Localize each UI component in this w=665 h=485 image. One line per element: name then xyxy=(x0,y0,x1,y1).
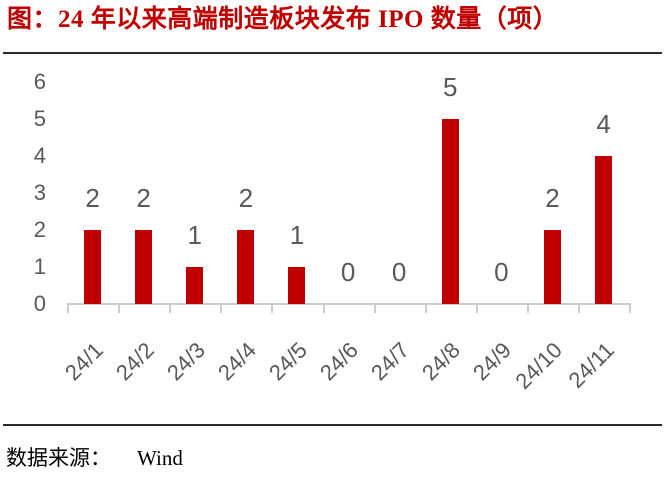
bar-value-label: 2 xyxy=(545,183,560,213)
bar-value-label: 2 xyxy=(136,183,151,213)
bar-24/5 xyxy=(288,267,306,304)
bar-value-label: 2 xyxy=(85,183,100,213)
data-source: 数据来源： Wind xyxy=(6,444,183,472)
y-axis-tick-label: 1 xyxy=(33,254,46,279)
x-axis-tick-mark xyxy=(67,304,69,313)
x-axis-tick-mark xyxy=(271,304,274,313)
x-axis-tick-mark xyxy=(322,304,325,313)
bar-value-label: 1 xyxy=(187,220,202,250)
data-source-value: Wind xyxy=(137,446,183,470)
x-axis-tick-mark xyxy=(220,304,223,313)
x-axis-tick-mark xyxy=(424,304,427,313)
bar-24/4 xyxy=(237,230,255,304)
bar-24/11 xyxy=(595,156,613,304)
y-axis-tick-label: 4 xyxy=(33,143,46,168)
y-axis-tick-label: 2 xyxy=(33,217,46,242)
x-axis-tick-mark xyxy=(475,304,478,313)
bar-24/2 xyxy=(135,230,153,304)
bar-value-label: 1 xyxy=(289,220,305,250)
bar-24/1 xyxy=(84,230,102,304)
bar-value-label: 5 xyxy=(443,72,458,102)
bar-value-label: 2 xyxy=(238,183,254,213)
bar-24/3 xyxy=(186,267,204,304)
footer-divider xyxy=(3,424,662,426)
title-divider xyxy=(3,52,662,54)
x-axis-tick-mark xyxy=(373,304,376,313)
x-axis-tick-mark xyxy=(526,304,529,313)
figure-title: 图：24 年以来高端制造板块发布 IPO 数量（项） xyxy=(7,6,559,33)
bar-24/10 xyxy=(543,230,561,304)
bar-value-label: 4 xyxy=(596,109,611,139)
bar-value-label: 0 xyxy=(340,257,356,287)
y-axis-tick-label: 3 xyxy=(33,180,46,205)
data-source-label: 数据来源： xyxy=(6,446,111,470)
y-axis-tick-label: 0 xyxy=(33,291,46,316)
bar-24/8 xyxy=(441,119,459,304)
x-axis-tick-mark xyxy=(169,304,172,313)
x-axis-tick-mark xyxy=(578,304,580,313)
bar-value-label: 0 xyxy=(391,257,407,287)
x-axis-tick-mark xyxy=(629,304,632,313)
bar-value-label: 0 xyxy=(494,257,509,287)
y-axis-tick-label: 5 xyxy=(33,106,46,131)
y-axis-tick-label: 6 xyxy=(33,69,46,94)
x-axis-line xyxy=(67,303,632,305)
x-axis-tick-mark xyxy=(118,304,121,313)
